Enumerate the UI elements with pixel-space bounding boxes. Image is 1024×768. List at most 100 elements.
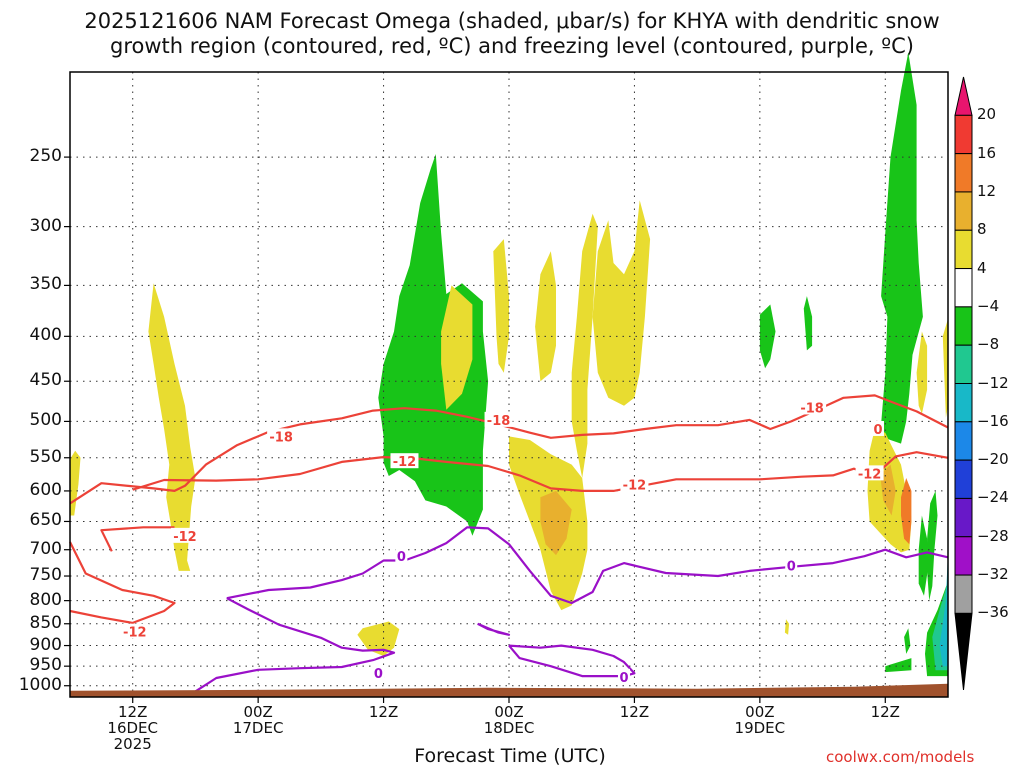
colorbar-label: 12 — [977, 181, 997, 200]
y-tick-label: 500 — [29, 410, 62, 431]
terrain-ground — [70, 683, 948, 697]
x-tick-label-line: 12Z — [870, 703, 900, 721]
y-tick-label: 850 — [29, 612, 62, 633]
contour-label-backing — [855, 465, 884, 481]
omega-shaded-region — [916, 331, 928, 414]
contour-label: 0 — [374, 667, 383, 682]
x-tick-label-line: 17DEC — [232, 719, 284, 737]
colorbar-swatch — [954, 344, 973, 384]
colorbar-swatch — [954, 383, 973, 423]
contour-layer: -18 -12 -18 -12 -12 -12 -18 -12 0 0 0 0 0 — [69, 394, 949, 693]
y-tick-label: 800 — [29, 589, 62, 610]
colorbar-swatch — [954, 191, 973, 231]
omega-shaded-region — [592, 200, 651, 406]
contour-label-backing — [617, 668, 630, 684]
contour-label-backing — [372, 664, 385, 680]
omega-shading-layer — [70, 52, 948, 677]
colorbar-label: −20 — [977, 450, 1009, 469]
y-tick-label: 900 — [29, 634, 62, 655]
omega-shaded-region — [927, 490, 938, 601]
freezing-level-contour-line — [226, 526, 949, 605]
y-tick-label: 650 — [29, 510, 62, 531]
omega-shaded-region — [759, 304, 776, 369]
contour-label-backing — [390, 453, 419, 469]
omega-shaded-region — [357, 621, 400, 656]
omega-shaded-region — [918, 515, 930, 596]
omega-shaded-region — [378, 154, 489, 536]
colorbar-swatch — [954, 306, 973, 346]
contour-label: -12 — [173, 530, 197, 545]
contour-label-backing — [871, 420, 884, 436]
colorbar-swatch — [954, 536, 973, 576]
contour-label-backing — [120, 623, 149, 639]
colorbar-swatch — [954, 229, 973, 270]
x-tick-label-line: 12Z — [619, 703, 650, 721]
colorbar-label: −12 — [977, 373, 1009, 392]
colorbar-label: −16 — [977, 411, 1009, 430]
omega-shaded-region — [70, 450, 81, 516]
colorbar-label: 4 — [977, 258, 987, 277]
dendritic-contour-line — [69, 541, 176, 624]
x-tick-label-line: 12Z — [118, 703, 148, 721]
contour-label-backing — [798, 399, 827, 415]
x-tick-label: 00Z 17DEC — [213, 704, 303, 736]
omega-shaded-region — [803, 296, 813, 351]
y-tick-label: 400 — [29, 325, 62, 346]
colorbar-label: −4 — [977, 296, 1000, 315]
contour-label-backing — [620, 476, 649, 492]
contour-label: -12 — [123, 626, 147, 641]
contour-label: 0 — [787, 560, 796, 575]
colorbar-label: −32 — [977, 565, 1009, 584]
contour-label: -18 — [487, 414, 511, 429]
colorbar-swatch — [954, 459, 973, 499]
site-credit-link[interactable]: coolwx.com/models — [826, 748, 975, 766]
y-tick-label: 250 — [29, 146, 62, 167]
chart-title-line-2: growth region (contoured, red, ºC) and f… — [110, 34, 914, 58]
x-tick-label: 12Z — [339, 704, 429, 720]
frame-layer — [64, 71, 949, 703]
colorbar-swatch — [954, 574, 973, 614]
colorbar-label: −8 — [977, 335, 1000, 354]
contour-label: -18 — [800, 401, 824, 416]
colorbar-label: 8 — [977, 220, 987, 239]
contour-label: -18 — [269, 430, 293, 445]
colorbar-bottom-arrow — [954, 612, 973, 691]
chart-title-line-1: 2025121606 NAM Forecast Omega (shaded, μ… — [84, 9, 940, 33]
x-tick-label-line: 19DEC — [734, 719, 786, 737]
colorbar-label: −36 — [977, 603, 1009, 622]
x-tick-label: 00Z 19DEC — [715, 704, 805, 736]
colorbar-label: −24 — [977, 488, 1009, 507]
omega-shaded-region — [784, 619, 790, 635]
x-axis-label: Forecast Time (UTC) — [414, 745, 606, 767]
colorbar-label: 20 — [977, 105, 997, 124]
omega-shaded-region — [901, 478, 912, 545]
freezing-level-contour-line — [508, 644, 636, 678]
y-tick-label: 350 — [29, 274, 62, 295]
y-tick-label: 600 — [29, 479, 62, 500]
omega-shaded-region — [493, 239, 509, 373]
freezing-level-contour-line — [477, 622, 511, 636]
x-tick-label-line: 00Z — [745, 703, 775, 721]
contour-label: 0 — [873, 423, 882, 438]
x-tick-label-line: 18DEC — [483, 719, 535, 737]
x-tick-label: 12Z 16DEC 2025 — [88, 704, 178, 752]
y-tick-label: 750 — [29, 565, 62, 586]
contour-label: 0 — [397, 550, 406, 565]
omega-shaded-region — [880, 464, 896, 516]
y-tick-label: 950 — [29, 655, 62, 676]
colorbar-swatch — [954, 268, 973, 308]
y-tick-label: 550 — [29, 446, 62, 467]
x-tick-label-line: 00Z — [494, 703, 524, 721]
omega-shaded-region — [148, 283, 196, 571]
colorbar-label: 16 — [977, 143, 997, 162]
x-tick-label-line: 16DEC — [107, 719, 158, 737]
omega-shaded-region — [535, 251, 556, 382]
x-tick-label-line: 00Z — [243, 703, 273, 721]
x-tick-label: 12Z — [589, 704, 679, 720]
colorbar-top-arrow — [954, 76, 973, 116]
omega-shaded-region — [441, 285, 473, 410]
x-tick-label-line: 2025 — [113, 735, 152, 753]
omega-shaded-region — [904, 628, 911, 654]
colorbar-swatch — [954, 114, 973, 155]
